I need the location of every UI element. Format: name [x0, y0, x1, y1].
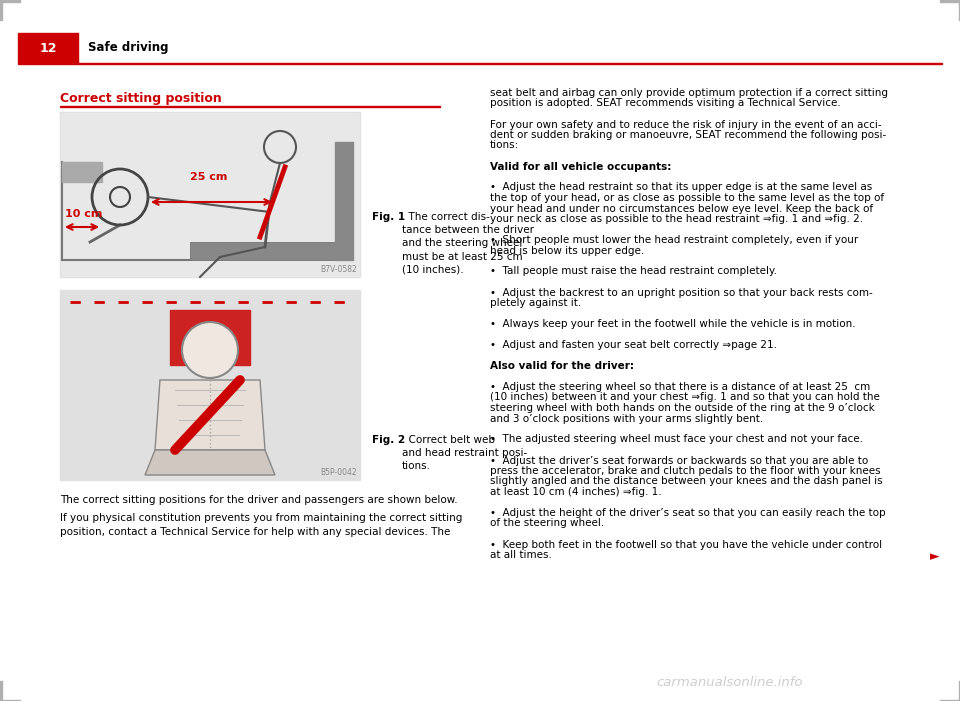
Text: carmanualsonline.info: carmanualsonline.info	[657, 676, 804, 690]
Polygon shape	[155, 380, 265, 450]
Bar	[0, 681, 2, 701]
Bar	[335, 142, 353, 260]
Text: Fig. 1: Fig. 1	[372, 212, 405, 222]
Text: pletely against it.: pletely against it.	[490, 298, 581, 308]
Text: and 3 o’clock positions with your arms slightly bent.: and 3 o’clock positions with your arms s…	[490, 414, 763, 423]
Text: the top of your head, or as close as possible to the same level as the top of: the top of your head, or as close as pos…	[490, 193, 884, 203]
Text: 25 cm: 25 cm	[190, 172, 228, 182]
Text: Correct sitting position: Correct sitting position	[60, 92, 222, 105]
Text: The correct sitting positions for the driver and passengers are shown below.: The correct sitting positions for the dr…	[60, 495, 458, 505]
Bar	[60, 290, 360, 480]
Bar	[60, 112, 360, 277]
Bar	[60, 106, 440, 107]
Bar	[18, 33, 78, 63]
Text: If you physical constitution prevents you from maintaining the correct sitting
p: If you physical constitution prevents yo…	[60, 513, 463, 537]
Text: your neck as close as possible to the head restraint ⇒fig. 1 and ⇒fig. 2.: your neck as close as possible to the he…	[490, 214, 863, 224]
Text: 10 cm: 10 cm	[65, 209, 103, 219]
Text: •  Adjust the backrest to an upright position so that your back rests com-: • Adjust the backrest to an upright posi…	[490, 287, 873, 297]
Text: •  Adjust the height of the driver’s seat so that you can easily reach the top: • Adjust the height of the driver’s seat…	[490, 508, 886, 518]
Text: your head and under no circumstances below eye level. Keep the back of: your head and under no circumstances bel…	[490, 203, 874, 214]
Bar	[0, 0, 20, 1]
Text: •  Tall people must raise the head restraint completely.: • Tall people must raise the head restra…	[490, 266, 777, 276]
Text: For your own safety and to reduce the risk of injury in the event of an acci-: For your own safety and to reduce the ri…	[490, 119, 881, 130]
Bar	[0, 0, 2, 20]
Text: Safe driving: Safe driving	[88, 41, 169, 55]
Text: B5P-0042: B5P-0042	[321, 468, 357, 477]
Text: B7V-0582: B7V-0582	[321, 265, 357, 274]
Text: dent or sudden braking or manoeuvre, SEAT recommend the following posi-: dent or sudden braking or manoeuvre, SEA…	[490, 130, 886, 140]
Text: tions:: tions:	[490, 140, 519, 151]
Text: at all times.: at all times.	[490, 550, 552, 560]
Text: •  Adjust the head restraint so that its upper edge is at the same level as: • Adjust the head restraint so that its …	[490, 182, 873, 193]
Text: Fig. 2: Fig. 2	[372, 435, 405, 445]
Bar	[958, 681, 960, 701]
Text: Valid for all vehicle occupants:: Valid for all vehicle occupants:	[490, 161, 671, 172]
Text: head is below its upper edge.: head is below its upper edge.	[490, 245, 644, 255]
Circle shape	[182, 322, 238, 378]
Text: Correct belt web
and head restraint posi-
tions.: Correct belt web and head restraint posi…	[402, 435, 527, 471]
Text: position is adopted. SEAT recommends visiting a Technical Service.: position is adopted. SEAT recommends vis…	[490, 99, 841, 109]
Text: •  Keep both feet in the footwell so that you have the vehicle under control: • Keep both feet in the footwell so that…	[490, 540, 882, 550]
Text: slightly angled and the distance between your knees and the dash panel is: slightly angled and the distance between…	[490, 477, 882, 486]
Text: ►: ►	[930, 550, 940, 563]
Bar	[170, 310, 250, 365]
Text: 12: 12	[39, 41, 57, 55]
Text: •  Adjust the steering wheel so that there is a distance of at least 25  cm: • Adjust the steering wheel so that ther…	[490, 382, 871, 392]
Polygon shape	[190, 242, 350, 260]
Polygon shape	[145, 450, 275, 475]
Bar	[62, 162, 102, 182]
Bar	[18, 63, 942, 64]
Text: seat belt and airbag can only provide optimum protection if a correct sitting: seat belt and airbag can only provide op…	[490, 88, 888, 98]
Bar	[958, 0, 960, 20]
Text: •  Short people must lower the head restraint completely, even if your: • Short people must lower the head restr…	[490, 235, 858, 245]
Bar	[61, 113, 359, 276]
Text: press the accelerator, brake and clutch pedals to the floor with your knees: press the accelerator, brake and clutch …	[490, 466, 880, 476]
Text: •  The adjusted steering wheel must face your chest and not your face.: • The adjusted steering wheel must face …	[490, 435, 863, 444]
Bar	[940, 0, 960, 1]
Text: •  Adjust and fasten your seat belt correctly ⇒page 21.: • Adjust and fasten your seat belt corre…	[490, 340, 777, 350]
Text: steering wheel with both hands on the outside of the ring at the 9 o’clock: steering wheel with both hands on the ou…	[490, 403, 875, 413]
Text: The correct dis-
tance between the driver
and the steering wheel
must be at leas: The correct dis- tance between the drive…	[402, 212, 534, 275]
Text: (10 inches) between it and your chest ⇒fig. 1 and so that you can hold the: (10 inches) between it and your chest ⇒f…	[490, 393, 880, 402]
Text: •  Adjust the driver’s seat forwards or backwards so that you are able to: • Adjust the driver’s seat forwards or b…	[490, 456, 868, 465]
Text: at least 10 cm (4 inches) ⇒fig. 1.: at least 10 cm (4 inches) ⇒fig. 1.	[490, 487, 661, 497]
Bar	[940, 700, 960, 701]
Bar	[0, 700, 20, 701]
Text: •  Always keep your feet in the footwell while the vehicle is in motion.: • Always keep your feet in the footwell …	[490, 319, 855, 329]
Text: of the steering wheel.: of the steering wheel.	[490, 519, 604, 529]
Text: Also valid for the driver:: Also valid for the driver:	[490, 361, 634, 371]
